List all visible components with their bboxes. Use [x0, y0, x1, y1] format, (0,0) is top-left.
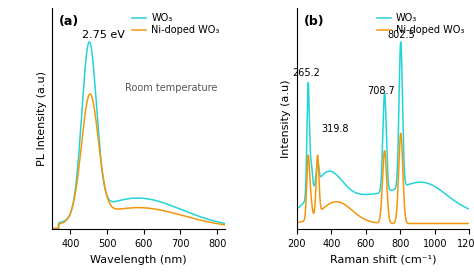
- WO₃: [200, 216, 205, 219]
- WO₃: [222, 222, 228, 225]
- Legend: WO₃, Ni-doped WO₃: WO₃, Ni-doped WO₃: [376, 13, 465, 35]
- Ni-doped WO₃: [222, 223, 228, 226]
- Ni-doped WO₃: [87, 93, 93, 96]
- Ni-doped WO₃: [116, 207, 121, 211]
- Ni-doped WO₃: [466, 222, 472, 225]
- WO₃: [294, 207, 300, 210]
- Ni-doped WO₃: [200, 219, 205, 222]
- WO₃: [219, 221, 224, 224]
- WO₃: [123, 197, 128, 201]
- Ni-doped WO₃: [398, 132, 403, 135]
- Line: WO₃: WO₃: [297, 42, 469, 209]
- Ni-doped WO₃: [453, 222, 458, 225]
- Ni-doped WO₃: [79, 138, 85, 141]
- WO₃: [461, 205, 467, 208]
- Ni-doped WO₃: [49, 227, 55, 230]
- Text: Room temperature: Room temperature: [125, 83, 218, 93]
- Text: 319.8: 319.8: [321, 124, 348, 134]
- Ni-doped WO₃: [219, 223, 224, 226]
- Text: 802.5: 802.5: [388, 30, 416, 40]
- Text: 2.75 eV: 2.75 eV: [82, 30, 125, 40]
- X-axis label: Wavelength (nm): Wavelength (nm): [90, 255, 187, 265]
- Ni-doped WO₃: [461, 222, 467, 225]
- Ni-doped WO₃: [294, 221, 300, 224]
- WO₃: [419, 181, 425, 184]
- WO₃: [453, 200, 458, 203]
- Ni-doped WO₃: [69, 208, 74, 211]
- WO₃: [116, 199, 121, 203]
- Ni-doped WO₃: [419, 222, 425, 225]
- WO₃: [466, 207, 472, 211]
- X-axis label: Raman shift (cm⁻¹): Raman shift (cm⁻¹): [330, 255, 437, 265]
- Text: (b): (b): [304, 15, 324, 28]
- Y-axis label: PL Intensity (a.u): PL Intensity (a.u): [36, 71, 46, 166]
- WO₃: [366, 193, 372, 196]
- WO₃: [86, 40, 92, 44]
- Y-axis label: Intensity (a.u): Intensity (a.u): [282, 79, 292, 158]
- WO₃: [368, 192, 374, 196]
- Text: (a): (a): [59, 15, 79, 28]
- WO₃: [398, 40, 404, 44]
- Ni-doped WO₃: [466, 222, 472, 225]
- Legend: WO₃, Ni-doped WO₃: WO₃, Ni-doped WO₃: [132, 13, 219, 35]
- Ni-doped WO₃: [376, 220, 382, 223]
- Line: Ni-doped WO₃: Ni-doped WO₃: [297, 133, 469, 224]
- Line: WO₃: WO₃: [52, 42, 225, 229]
- WO₃: [79, 108, 85, 111]
- Text: 708.7: 708.7: [367, 86, 395, 96]
- WO₃: [376, 191, 382, 194]
- Ni-doped WO₃: [366, 219, 372, 223]
- Text: 265.2: 265.2: [292, 68, 320, 78]
- Ni-doped WO₃: [123, 207, 128, 210]
- WO₃: [69, 207, 74, 210]
- Line: Ni-doped WO₃: Ni-doped WO₃: [52, 94, 225, 229]
- WO₃: [49, 227, 55, 230]
- Ni-doped WO₃: [368, 220, 374, 223]
